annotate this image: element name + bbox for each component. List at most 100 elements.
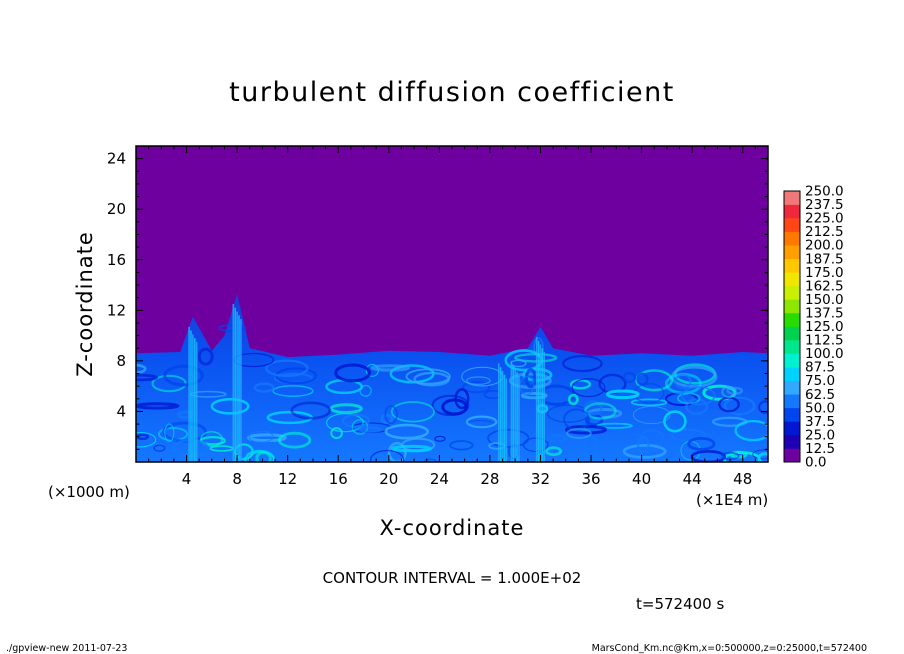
eddy bbox=[255, 451, 272, 462]
eddy bbox=[465, 415, 498, 429]
eddy bbox=[164, 423, 175, 443]
x-tick-label: 16 bbox=[329, 470, 348, 488]
eddy bbox=[461, 381, 491, 394]
y-unit-label: (×1000 m) bbox=[48, 483, 130, 501]
colorbar-label: 237.5 bbox=[805, 197, 844, 213]
colorbar-swatch bbox=[784, 340, 800, 354]
eddy bbox=[622, 443, 667, 459]
colorbar-swatch bbox=[784, 380, 800, 395]
eddy bbox=[546, 434, 568, 444]
eddy bbox=[218, 324, 247, 332]
y-axis: 4 8 12 16 20 24 bbox=[107, 150, 768, 450]
eddy bbox=[272, 385, 314, 397]
x-tick-label: 4 bbox=[182, 470, 192, 488]
colorbar-swatch bbox=[784, 367, 800, 381]
eddy bbox=[390, 444, 432, 453]
eddy bbox=[197, 347, 214, 366]
eddy bbox=[585, 414, 604, 427]
eddy bbox=[434, 435, 446, 442]
eddy bbox=[545, 446, 563, 457]
time-label: t=572400 s bbox=[636, 595, 724, 613]
chart-title: turbulent diffusion coefficient bbox=[229, 77, 675, 108]
eddy bbox=[524, 368, 537, 389]
colorbar-label: 250.0 bbox=[805, 184, 844, 200]
x-axis-title: X-coordinate bbox=[380, 516, 525, 540]
eddy bbox=[723, 396, 756, 416]
colorbar-label: 12.5 bbox=[805, 441, 835, 457]
colorbar-swatch bbox=[784, 326, 800, 341]
x-unit-label: (×1E4 m) bbox=[696, 491, 768, 509]
eddy bbox=[265, 359, 309, 378]
y-tick-label: 12 bbox=[107, 301, 126, 319]
eddy bbox=[357, 426, 382, 433]
colorbar-swatch bbox=[784, 448, 800, 463]
y-tick-label: 4 bbox=[116, 402, 126, 420]
eddy bbox=[277, 431, 312, 449]
eddy bbox=[584, 402, 617, 420]
x-tick-label: 12 bbox=[278, 470, 297, 488]
eddy bbox=[384, 405, 398, 425]
eddy bbox=[519, 375, 535, 396]
colorbar-label: 162.5 bbox=[805, 278, 844, 294]
eddy bbox=[757, 452, 768, 462]
colorbar-label: 75.0 bbox=[805, 373, 835, 389]
y-tick-label: 24 bbox=[107, 150, 126, 168]
eddy bbox=[247, 433, 287, 443]
x-tick-label: 24 bbox=[430, 470, 449, 488]
eddy bbox=[384, 423, 429, 440]
colorbar-swatch bbox=[784, 285, 800, 300]
colorbar-swatch bbox=[784, 245, 800, 260]
eddy bbox=[758, 400, 768, 415]
eddy bbox=[380, 413, 394, 425]
colorbar-label: 150.0 bbox=[805, 292, 844, 308]
eddy bbox=[210, 397, 250, 415]
eddy bbox=[583, 400, 603, 416]
eddy bbox=[635, 369, 674, 392]
colorbar-swatch bbox=[784, 394, 800, 409]
eddy bbox=[487, 428, 530, 448]
x-axis: 4 8 12 16 20 24 28 32 36 40 44 48 bbox=[148, 146, 756, 488]
eddy bbox=[342, 413, 371, 428]
colorbar-swatch bbox=[784, 299, 800, 314]
y-tick-label: 8 bbox=[116, 352, 126, 370]
colorbar-label: 125.0 bbox=[805, 319, 844, 335]
eddy bbox=[674, 373, 692, 389]
eddy bbox=[454, 388, 470, 410]
eddy bbox=[334, 363, 371, 383]
eddy bbox=[370, 364, 411, 372]
eddy bbox=[663, 410, 687, 433]
eddy bbox=[153, 444, 166, 452]
eddy bbox=[571, 378, 606, 398]
colorbar-label: 25.0 bbox=[805, 427, 835, 443]
eddy bbox=[687, 437, 716, 451]
eddy bbox=[176, 410, 194, 419]
eddy bbox=[136, 373, 159, 382]
x-tick-label: 32 bbox=[531, 470, 550, 488]
eddy bbox=[670, 428, 706, 442]
boundary-layer bbox=[136, 293, 768, 462]
y-axis-title: Z-coordinate bbox=[73, 231, 97, 377]
colorbar-label: 0.0 bbox=[805, 455, 826, 471]
colorbar-swatch bbox=[784, 434, 800, 449]
eddy bbox=[253, 382, 275, 393]
colorbar-swatch bbox=[784, 353, 800, 368]
colorbar-label: 112.5 bbox=[805, 333, 844, 349]
colorbar-label: 200.0 bbox=[805, 238, 844, 254]
eddy bbox=[290, 401, 332, 420]
colorbar-swatch bbox=[784, 407, 800, 422]
colorbar-label: 62.5 bbox=[805, 387, 835, 403]
eddy bbox=[681, 386, 716, 406]
x-tick-label: 48 bbox=[733, 470, 752, 488]
colorbar-label: 175.0 bbox=[805, 265, 844, 281]
eddy bbox=[632, 405, 671, 425]
colorbar-swatch bbox=[784, 312, 800, 327]
eddy bbox=[387, 441, 407, 462]
eddy bbox=[630, 398, 668, 407]
eddy bbox=[466, 376, 491, 385]
eddy bbox=[567, 393, 579, 406]
footer-left: ./gpview-new 2011-07-23 bbox=[6, 643, 127, 654]
colorbar-label: 87.5 bbox=[805, 360, 835, 376]
x-tick-label: 28 bbox=[480, 470, 499, 488]
colorbar-swatch bbox=[784, 421, 800, 436]
